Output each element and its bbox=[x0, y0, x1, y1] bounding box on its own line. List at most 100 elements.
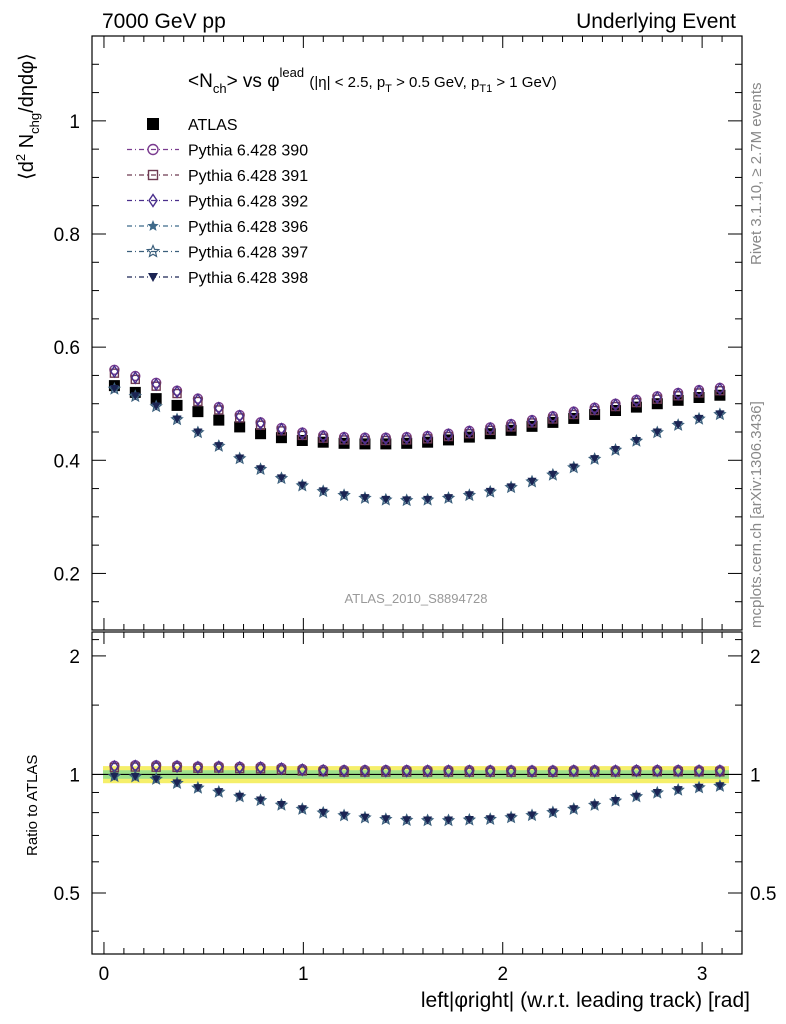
legend-marker bbox=[148, 193, 158, 208]
data-point bbox=[151, 402, 161, 411]
ratio-point bbox=[172, 759, 182, 774]
data-point bbox=[444, 428, 453, 442]
header-left: 7000 GeV pp bbox=[102, 10, 226, 33]
data-point bbox=[276, 474, 286, 483]
data-point bbox=[590, 455, 600, 464]
data-point bbox=[235, 409, 245, 423]
series-6 bbox=[109, 384, 725, 505]
data-point bbox=[297, 426, 307, 441]
ratio-point bbox=[297, 805, 307, 814]
data-point bbox=[465, 425, 474, 439]
ratio-point bbox=[402, 816, 412, 825]
ratio-point bbox=[339, 764, 349, 778]
ratio-point bbox=[339, 811, 349, 820]
ratio-point bbox=[715, 782, 725, 791]
ratio-point bbox=[569, 764, 579, 778]
data-point bbox=[150, 393, 162, 405]
data-point bbox=[548, 470, 558, 479]
ratio-point bbox=[485, 764, 495, 778]
data-point bbox=[611, 446, 621, 455]
data-point bbox=[694, 384, 704, 399]
data-point bbox=[611, 398, 620, 412]
data-point bbox=[110, 364, 119, 379]
y-tick-label: 1 bbox=[69, 112, 80, 133]
data-point bbox=[234, 421, 246, 433]
ratio-point bbox=[443, 816, 453, 825]
analysis-id: ATLAS_2010_S8894728 bbox=[345, 591, 488, 606]
ratio-point bbox=[715, 764, 725, 778]
ratio-point bbox=[444, 764, 453, 778]
data-point bbox=[214, 442, 224, 451]
data-point bbox=[423, 430, 432, 444]
ratio-point bbox=[694, 783, 704, 792]
data-point bbox=[464, 491, 474, 500]
ratio-point bbox=[193, 760, 203, 775]
ratio-point bbox=[611, 764, 620, 778]
header-right: Underlying Event bbox=[576, 10, 736, 33]
ratio-y-tick-label-right: 0.5 bbox=[750, 884, 776, 905]
ratio-point bbox=[109, 772, 119, 781]
ratio-y-tick-label-right: 2 bbox=[750, 647, 761, 668]
ratio-point bbox=[506, 764, 516, 778]
ratio-y-tick-label: 1 bbox=[69, 765, 80, 786]
ratio-point bbox=[214, 760, 224, 774]
data-point bbox=[715, 382, 725, 396]
ratio-point bbox=[632, 763, 641, 778]
ratio-point bbox=[652, 788, 662, 797]
data-point bbox=[192, 406, 204, 418]
data-point bbox=[277, 422, 286, 436]
data-point bbox=[151, 377, 161, 392]
ratio-y-tick-label: 0.5 bbox=[54, 884, 80, 905]
ratio-point bbox=[652, 763, 662, 778]
data-point bbox=[402, 496, 412, 505]
legend-marker bbox=[145, 243, 161, 258]
ratio-point bbox=[360, 764, 370, 778]
mcplots-label: mcplots.cern.ch [arXiv:1306.3436] bbox=[748, 401, 765, 628]
data-point bbox=[631, 436, 641, 445]
ratio-point bbox=[235, 760, 245, 775]
data-point bbox=[715, 410, 725, 419]
ratio-point bbox=[130, 772, 140, 781]
ratio-point bbox=[214, 788, 224, 797]
legend-marker bbox=[147, 143, 159, 156]
y-tick-label: 0.8 bbox=[54, 225, 80, 246]
data-point bbox=[172, 385, 182, 399]
data-point bbox=[381, 495, 391, 504]
ratio-point bbox=[151, 759, 161, 774]
ratio-point bbox=[611, 797, 621, 806]
data-point bbox=[506, 418, 516, 433]
data-point bbox=[569, 405, 579, 420]
ratio-point bbox=[235, 792, 245, 801]
ratio-point bbox=[402, 764, 412, 778]
data-point bbox=[360, 431, 370, 446]
data-point bbox=[652, 390, 662, 405]
ratio-point bbox=[381, 815, 391, 824]
rivet-label: Rivet 3.1.10, ≥ 2.7M events bbox=[748, 83, 765, 266]
ratio-point bbox=[548, 808, 558, 817]
x-tick-label: 3 bbox=[697, 964, 708, 985]
data-point bbox=[109, 384, 119, 393]
data-point bbox=[423, 495, 433, 504]
legend-marker bbox=[147, 220, 159, 231]
data-point bbox=[256, 465, 266, 474]
x-tick-label: 2 bbox=[497, 964, 508, 985]
data-point bbox=[171, 399, 183, 411]
data-point bbox=[213, 414, 225, 426]
ratio-point bbox=[485, 815, 495, 824]
data-point bbox=[485, 487, 495, 496]
ratio-point bbox=[423, 764, 432, 778]
ratio-point bbox=[631, 792, 641, 801]
ratio-point bbox=[318, 763, 328, 778]
ratio-point bbox=[590, 764, 599, 778]
data-point bbox=[339, 431, 349, 446]
legend-label: Pythia 6.428 397 bbox=[188, 245, 308, 262]
data-point bbox=[318, 429, 328, 444]
ratio-point bbox=[506, 813, 516, 822]
ratio-series-3 bbox=[110, 759, 725, 778]
ratio-point bbox=[464, 815, 474, 824]
data-point bbox=[527, 477, 537, 486]
ratio-y-tick-label: 2 bbox=[69, 647, 80, 668]
ratio-point bbox=[465, 764, 474, 778]
x-tick-label: 1 bbox=[298, 964, 309, 985]
